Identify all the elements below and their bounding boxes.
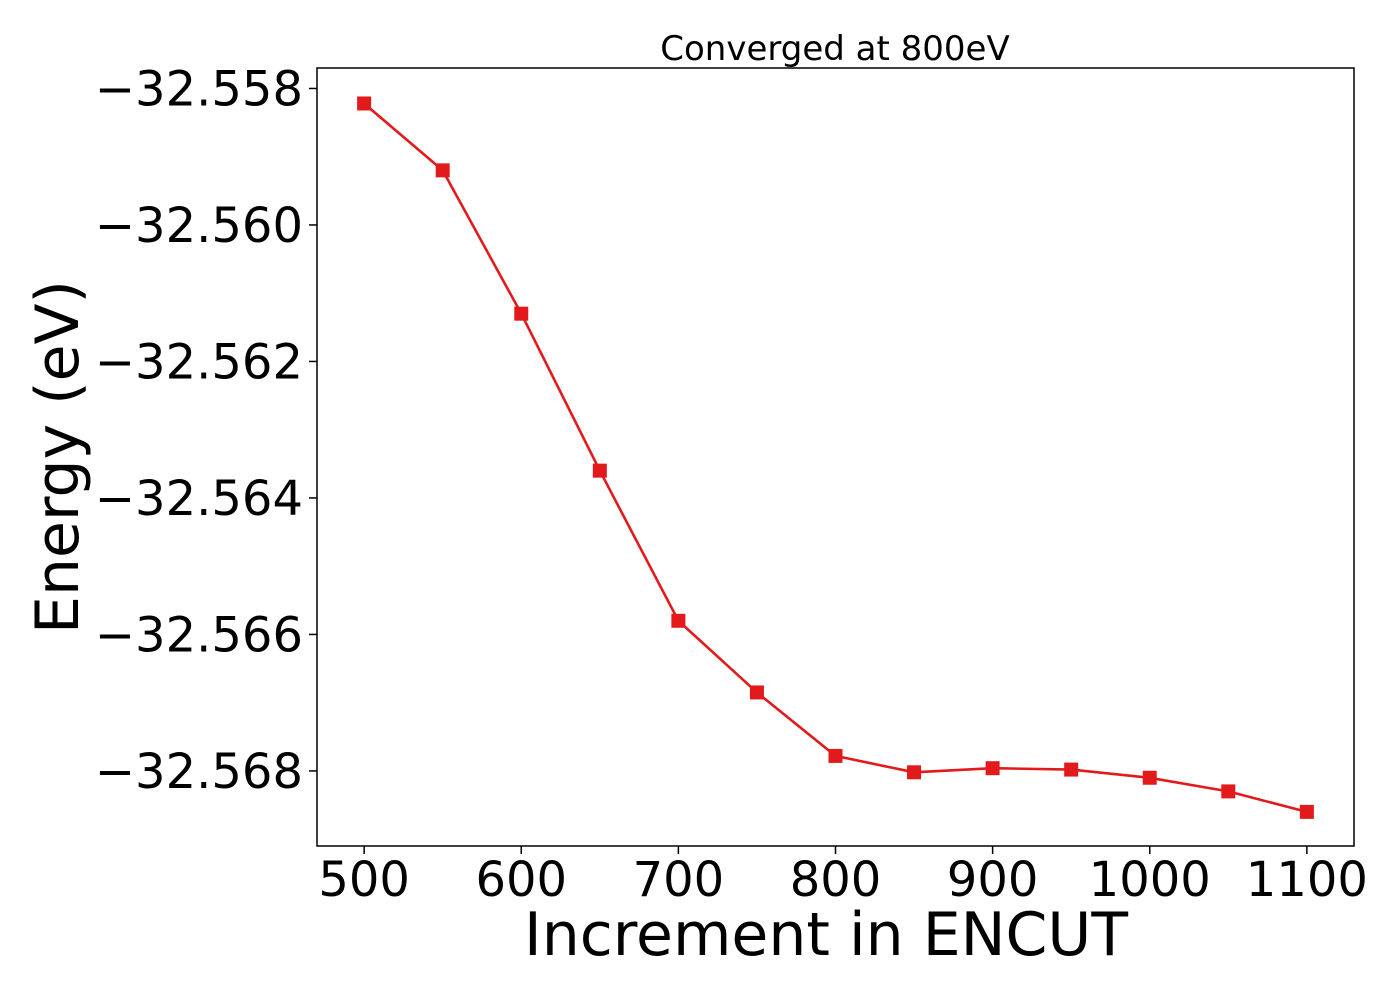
data-point — [1142, 770, 1157, 785]
chart-title: Converged at 800eV — [660, 29, 1009, 69]
y-tick-label: −32.566 — [95, 607, 303, 663]
data-point — [592, 463, 607, 478]
y-axis: −32.558 −32.560 −32.562 −32.564 −32.566 −32.5… — [95, 61, 317, 800]
data-point — [514, 306, 529, 321]
y-tick-label: −32.560 — [95, 198, 303, 254]
data-point — [357, 96, 372, 111]
x-tick-label: 500 — [318, 852, 410, 908]
data-point — [435, 163, 450, 178]
x-tick-label: 800 — [790, 852, 882, 908]
y-tick-label: −32.568 — [95, 744, 303, 800]
y-tick-label: −32.562 — [95, 334, 303, 390]
data-point — [907, 765, 922, 780]
data-point — [1299, 804, 1314, 819]
data-point — [1221, 784, 1236, 799]
y-axis-title: Energy (eV) — [23, 280, 93, 634]
y-tick-label: −32.558 — [95, 61, 303, 117]
data-point — [828, 748, 843, 763]
data-point — [671, 613, 686, 628]
x-tick-label: 1100 — [1246, 852, 1368, 908]
x-axis: 500 600 700 800 900 1000 1100 — [318, 846, 1368, 908]
x-axis-title: Increment in ENCUT — [524, 900, 1128, 970]
x-tick-label: 600 — [475, 852, 567, 908]
x-tick-label: 900 — [947, 852, 1039, 908]
series-line — [363, 102, 1308, 814]
data-point — [1064, 762, 1079, 777]
data-point — [749, 685, 764, 700]
x-tick-label: 1000 — [1089, 852, 1211, 908]
plot-area — [316, 67, 1355, 847]
data-point — [985, 761, 1000, 776]
y-tick-label: −32.564 — [95, 471, 303, 527]
x-tick-label: 700 — [633, 852, 725, 908]
series-layer — [357, 96, 1314, 819]
